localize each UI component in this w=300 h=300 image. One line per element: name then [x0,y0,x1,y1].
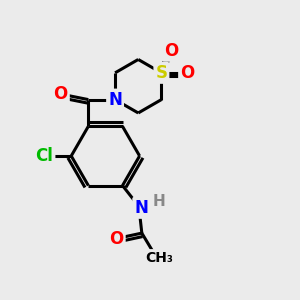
Text: O: O [164,42,178,60]
Text: H: H [152,194,165,209]
Text: N: N [108,91,122,109]
Text: O: O [54,85,68,103]
Text: S: S [155,64,167,82]
Text: CH₃: CH₃ [146,251,174,265]
Text: Cl: Cl [35,147,53,165]
Text: N: N [134,199,148,217]
Text: O: O [110,230,124,248]
Text: O: O [180,64,194,82]
